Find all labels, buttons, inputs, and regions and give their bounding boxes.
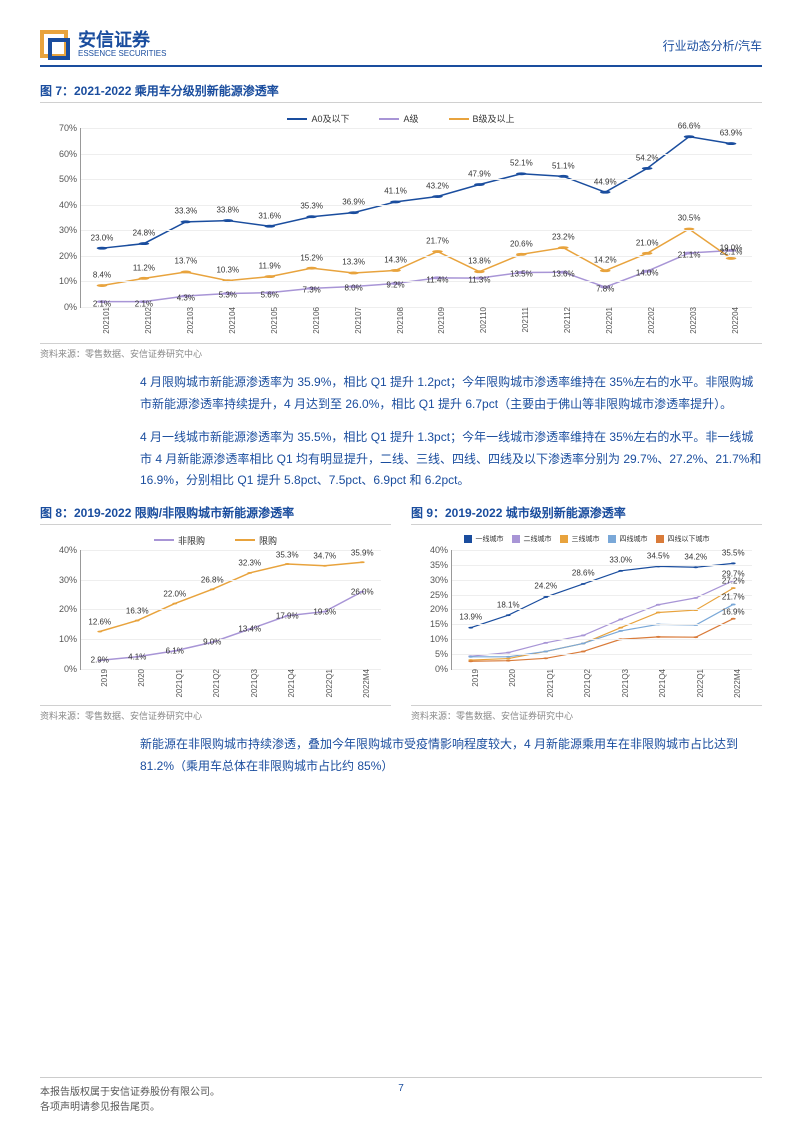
figure-row: 图 8：2019-2022 限购/非限购城市新能源渗透率 非限购限购 0%10%… <box>40 504 762 722</box>
logo-cn: 安信证券 <box>78 31 166 49</box>
fig9-plot-area: 0%5%10%15%20%25%30%35%40%201920202021Q12… <box>451 550 752 670</box>
figure-9: 图 9：2019-2022 城市级别新能源渗透率 一线城市二线城市三线城市四线城… <box>411 504 762 722</box>
fig9-legend: 一线城市二线城市三线城市四线城市四线以下城市 <box>411 530 762 548</box>
footer-line2: 各项声明请参见报告尾页。 <box>40 1098 220 1113</box>
fig8-source: 资料来源：零售数据、安信证券研究中心 <box>40 705 391 722</box>
header-category: 行业动态分析/汽车 <box>663 37 762 54</box>
paragraph-2: 4 月一线城市新能源渗透率为 35.5%，相比 Q1 提升 1.3pct；今年一… <box>140 427 762 492</box>
figure-8: 图 8：2019-2022 限购/非限购城市新能源渗透率 非限购限购 0%10%… <box>40 504 391 722</box>
fig8-legend: 非限购限购 <box>40 530 391 551</box>
fig8-chart: 非限购限购 0%10%20%30%40%201920202021Q12021Q2… <box>40 530 391 700</box>
page-footer: 本报告版权属于安信证券股份有限公司。 各项声明请参见报告尾页。 7 <box>40 1077 762 1113</box>
fig8-title: 图 8：2019-2022 限购/非限购城市新能源渗透率 <box>40 504 391 525</box>
paragraph-3: 新能源在非限购城市持续渗透，叠加今年限购城市受疫情影响程度较大，4 月新能源乘用… <box>140 734 762 777</box>
page-number: 7 <box>40 1083 762 1094</box>
figure-7: 图 7：2021-2022 乘用车分级别新能源渗透率 A0及以下A级B级及以上 … <box>40 82 762 360</box>
fig9-chart: 一线城市二线城市三线城市四线城市四线以下城市 0%5%10%15%20%25%3… <box>411 530 762 700</box>
fig7-source: 资料来源：零售数据、安信证券研究中心 <box>40 343 762 360</box>
fig8-plot-area: 0%10%20%30%40%201920202021Q12021Q22021Q3… <box>80 550 381 670</box>
fig7-chart: A0及以下A级B级及以上 0%10%20%30%40%50%60%70%2021… <box>40 108 762 338</box>
fig9-source: 资料来源：零售数据、安信证券研究中心 <box>411 705 762 722</box>
fig7-title: 图 7：2021-2022 乘用车分级别新能源渗透率 <box>40 82 762 103</box>
fig9-title: 图 9：2019-2022 城市级别新能源渗透率 <box>411 504 762 525</box>
logo: 安信证券 ESSENCE SECURITIES <box>40 30 166 60</box>
logo-icon <box>40 30 70 60</box>
logo-en: ESSENCE SECURITIES <box>78 49 166 59</box>
fig7-legend: A0及以下A级B级及以上 <box>40 108 762 129</box>
page-header: 安信证券 ESSENCE SECURITIES 行业动态分析/汽车 <box>40 30 762 67</box>
fig7-plot-area: 0%10%20%30%40%50%60%70%20210120210220210… <box>80 128 752 308</box>
paragraph-1: 4 月限购城市新能源渗透率为 35.9%，相比 Q1 提升 1.2pct；今年限… <box>140 372 762 415</box>
